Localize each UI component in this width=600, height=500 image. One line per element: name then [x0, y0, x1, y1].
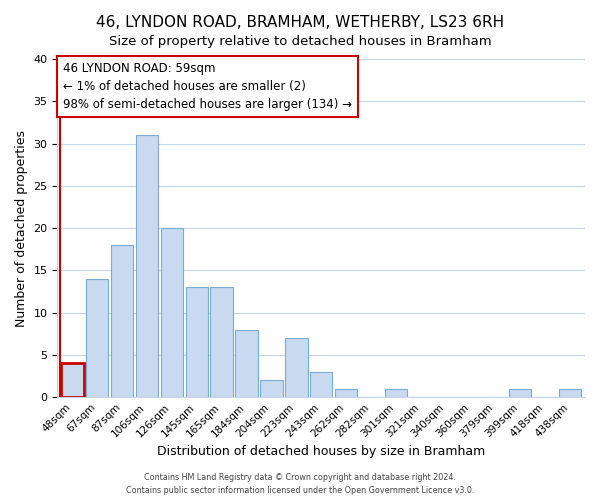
Bar: [136, 135, 158, 397]
Bar: [260, 380, 283, 397]
Bar: [211, 288, 233, 397]
Bar: [235, 330, 258, 397]
Bar: [385, 389, 407, 397]
Bar: [310, 372, 332, 397]
Text: Contains HM Land Registry data © Crown copyright and database right 2024.
Contai: Contains HM Land Registry data © Crown c…: [126, 474, 474, 495]
Y-axis label: Number of detached properties: Number of detached properties: [15, 130, 28, 326]
Bar: [111, 245, 133, 397]
Bar: [509, 389, 532, 397]
Bar: [86, 279, 109, 397]
Bar: [185, 288, 208, 397]
Bar: [61, 364, 83, 397]
Bar: [559, 389, 581, 397]
Bar: [161, 228, 183, 397]
Text: Size of property relative to detached houses in Bramham: Size of property relative to detached ho…: [109, 35, 491, 48]
Bar: [335, 389, 357, 397]
Text: 46 LYNDON ROAD: 59sqm
← 1% of detached houses are smaller (2)
98% of semi-detach: 46 LYNDON ROAD: 59sqm ← 1% of detached h…: [62, 62, 352, 112]
Bar: [285, 338, 308, 397]
X-axis label: Distribution of detached houses by size in Bramham: Distribution of detached houses by size …: [157, 444, 485, 458]
Text: 46, LYNDON ROAD, BRAMHAM, WETHERBY, LS23 6RH: 46, LYNDON ROAD, BRAMHAM, WETHERBY, LS23…: [96, 15, 504, 30]
